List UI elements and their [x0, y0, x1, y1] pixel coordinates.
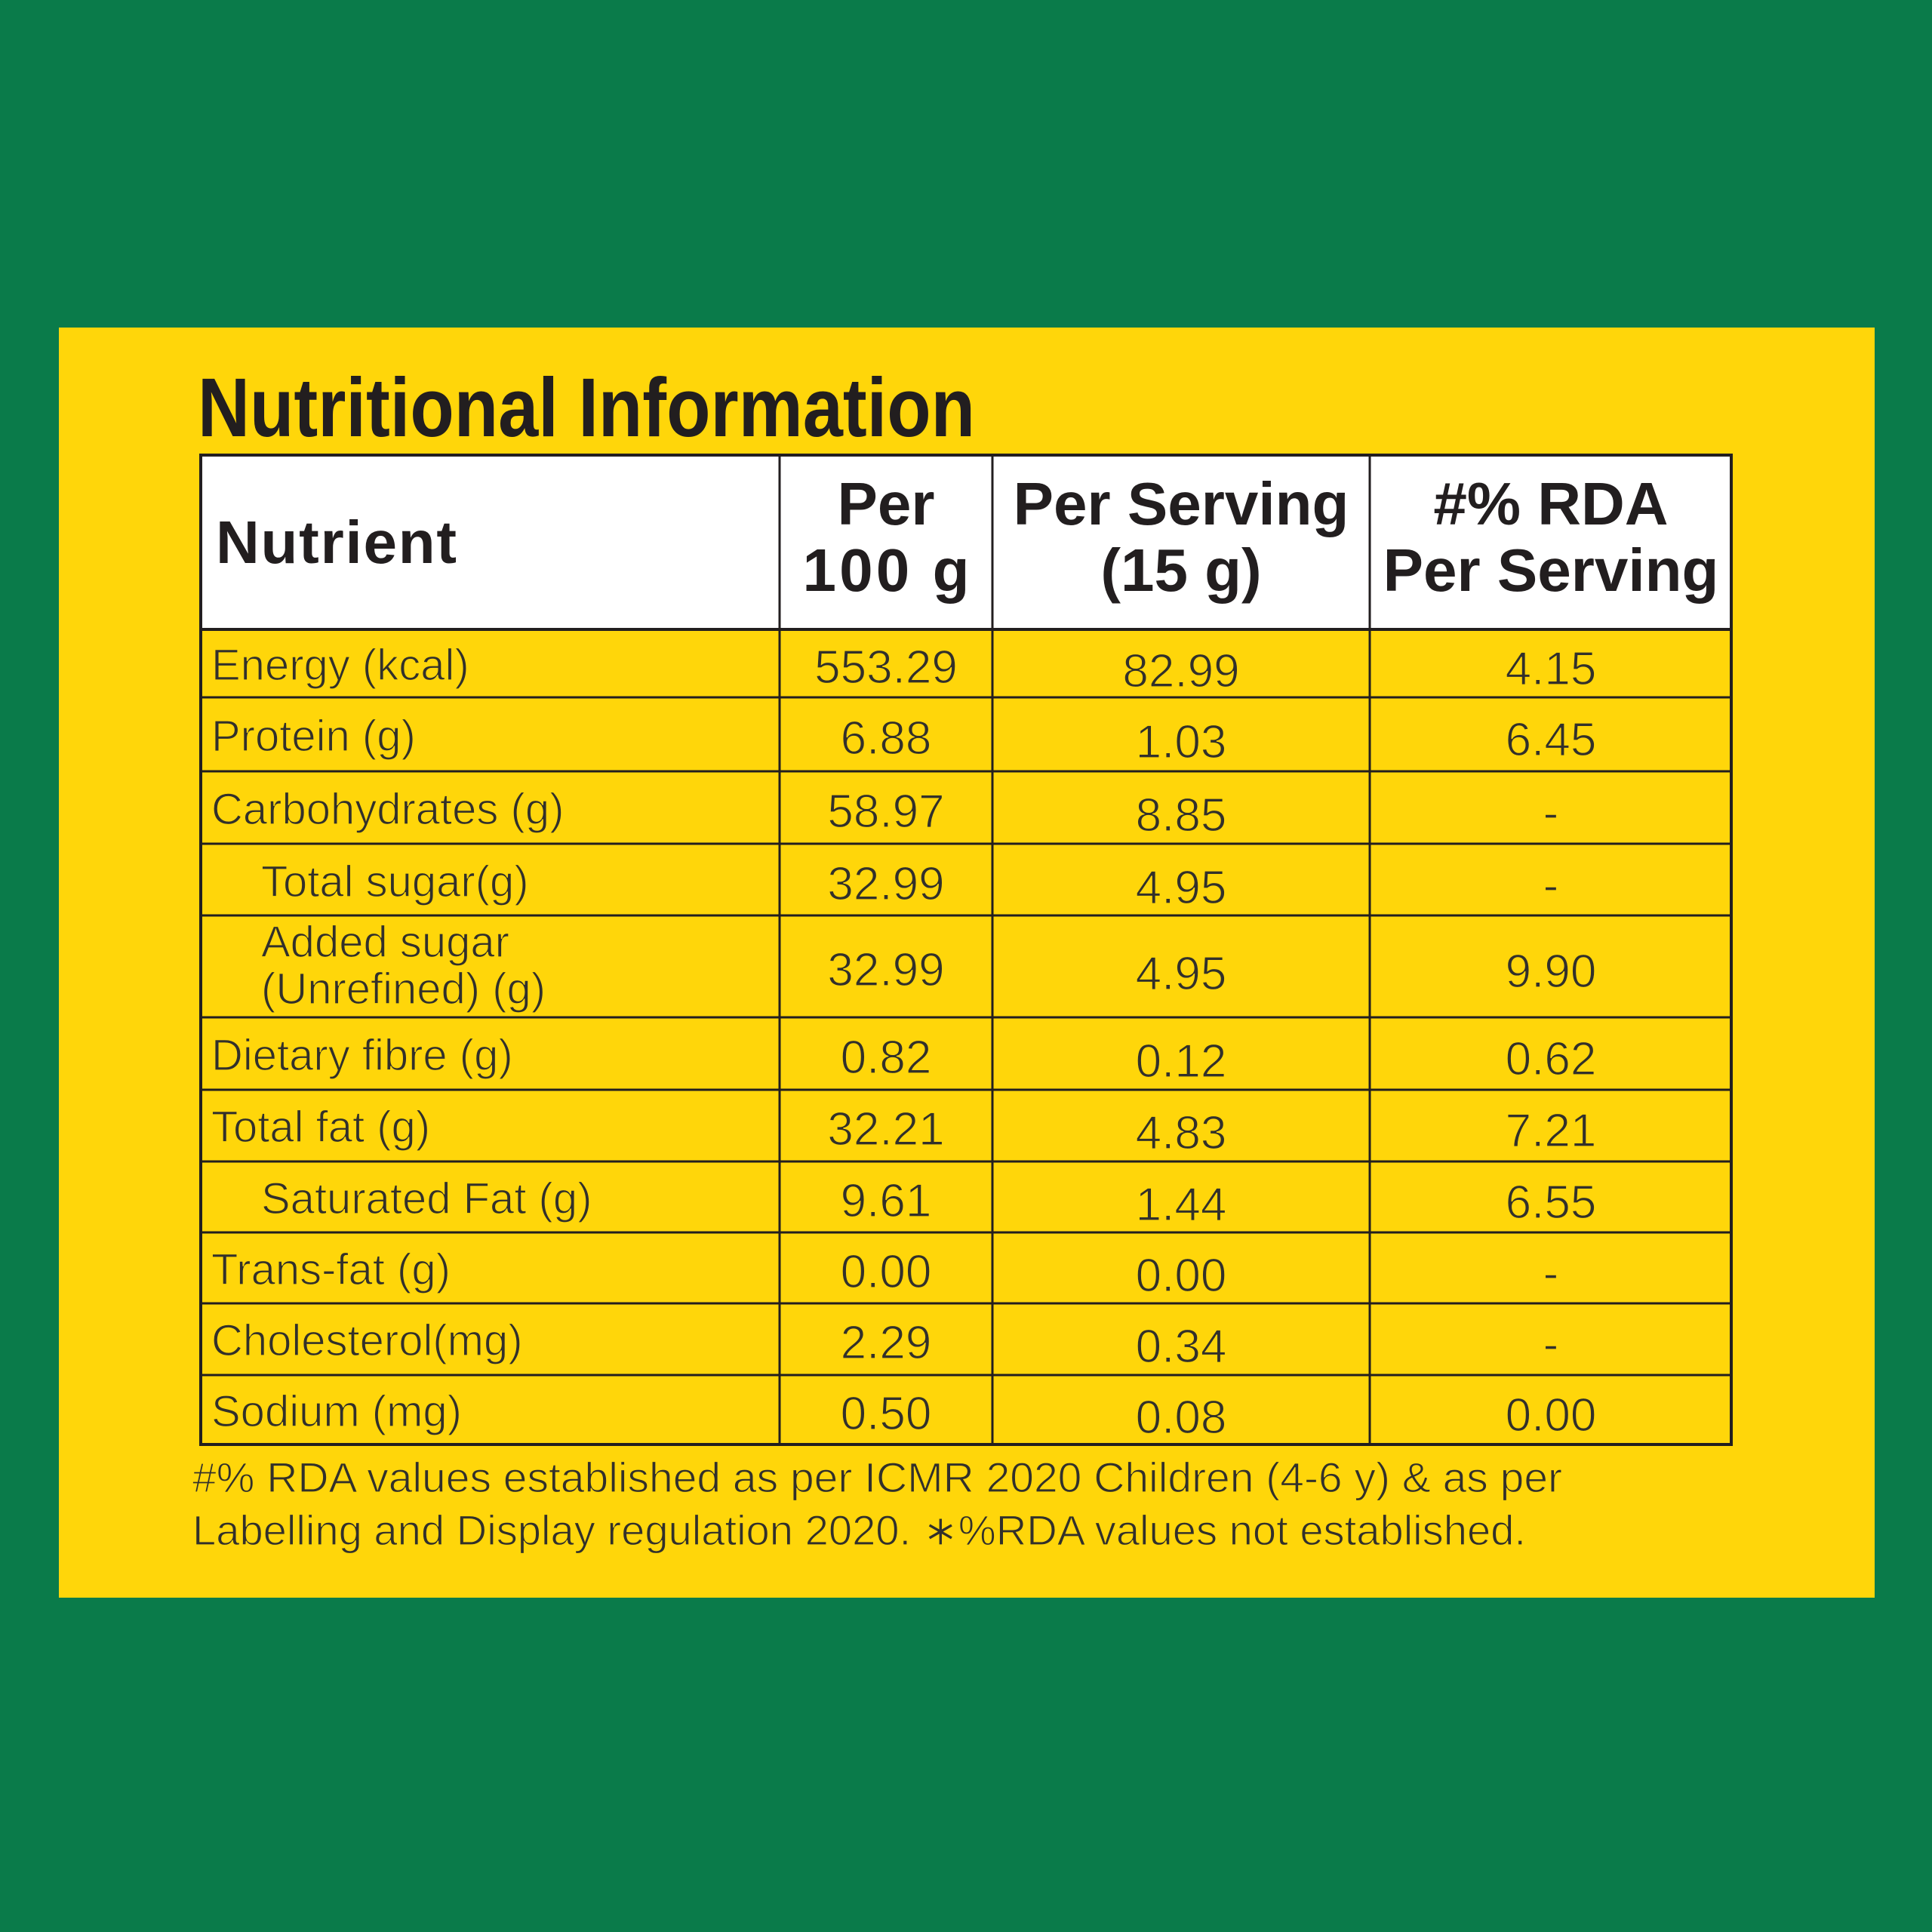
svg-text:Energy (kcal): Energy (kcal): [211, 641, 469, 690]
svg-text:Total sugar(g): Total sugar(g): [261, 857, 529, 906]
svg-text:0.08: 0.08: [1136, 1392, 1227, 1444]
svg-text:553.29: 553.29: [814, 641, 958, 694]
svg-text:0.00: 0.00: [1506, 1389, 1597, 1441]
svg-text:0.00: 0.00: [1136, 1250, 1227, 1302]
svg-text:Protein (g): Protein (g): [211, 712, 416, 761]
svg-text:Nutrient: Nutrient: [216, 509, 457, 576]
svg-text:32.21: 32.21: [827, 1103, 944, 1155]
svg-text:-: -: [1543, 860, 1559, 912]
svg-text:Trans-fat (g): Trans-fat (g): [211, 1245, 451, 1294]
svg-text:Added sugar: Added sugar: [261, 918, 509, 967]
svg-text:Cholesterol(mg): Cholesterol(mg): [211, 1316, 523, 1365]
svg-text:4.95: 4.95: [1136, 948, 1227, 1000]
svg-text:#% RDA: #% RDA: [1433, 470, 1668, 537]
svg-text:Per Serving: Per Serving: [1383, 537, 1719, 604]
svg-text:0.50: 0.50: [841, 1388, 932, 1440]
svg-text:8.85: 8.85: [1136, 789, 1227, 841]
svg-text:7.21: 7.21: [1506, 1105, 1597, 1157]
svg-text:0.00: 0.00: [841, 1246, 932, 1298]
svg-text:-: -: [1543, 1247, 1559, 1300]
svg-text:1.03: 1.03: [1136, 716, 1227, 768]
svg-text:-: -: [1543, 1318, 1559, 1371]
svg-text:-: -: [1543, 787, 1559, 839]
svg-text:32.99: 32.99: [827, 944, 944, 996]
svg-text:Per Serving: Per Serving: [1014, 470, 1349, 537]
svg-text:0.34: 0.34: [1136, 1321, 1227, 1373]
svg-text:0.12: 0.12: [1136, 1035, 1227, 1088]
svg-text:Sodium (mg): Sodium (mg): [211, 1387, 462, 1436]
svg-text:9.90: 9.90: [1506, 946, 1597, 998]
svg-text:Labelling and Display regulati: Labelling and Display regulation 2020. ∗…: [192, 1506, 1526, 1554]
svg-text:0.82: 0.82: [841, 1032, 932, 1084]
svg-text:82.99: 82.99: [1122, 645, 1239, 697]
svg-text:Dietary fibre (g): Dietary fibre (g): [211, 1031, 513, 1080]
svg-text:58.97: 58.97: [827, 786, 944, 838]
svg-text:1.44: 1.44: [1136, 1179, 1227, 1231]
svg-text:Carbohydrates (g): Carbohydrates (g): [211, 785, 564, 834]
svg-text:Nutritional Information: Nutritional Information: [198, 361, 975, 454]
svg-text:100 g: 100 g: [803, 537, 970, 604]
svg-text:Saturated Fat (g): Saturated Fat (g): [261, 1174, 592, 1223]
svg-text:#% RDA values established as p: #% RDA values established as per ICMR 20…: [192, 1454, 1562, 1501]
svg-text:32.99: 32.99: [827, 858, 944, 910]
svg-text:2.29: 2.29: [841, 1317, 932, 1369]
svg-text:0.62: 0.62: [1506, 1033, 1597, 1085]
svg-text:4.15: 4.15: [1506, 643, 1597, 695]
svg-text:4.83: 4.83: [1136, 1107, 1227, 1159]
svg-text:6.55: 6.55: [1506, 1177, 1597, 1229]
svg-text:(Unrefined) (g): (Unrefined) (g): [261, 964, 546, 1014]
svg-text:6.88: 6.88: [841, 712, 932, 764]
svg-text:4.95: 4.95: [1136, 862, 1227, 914]
svg-text:Total fat (g): Total fat (g): [211, 1103, 430, 1152]
svg-text:Per: Per: [838, 470, 935, 537]
svg-text:6.45: 6.45: [1506, 714, 1597, 766]
svg-text:(15 g): (15 g): [1100, 537, 1261, 604]
svg-text:9.61: 9.61: [841, 1175, 932, 1227]
